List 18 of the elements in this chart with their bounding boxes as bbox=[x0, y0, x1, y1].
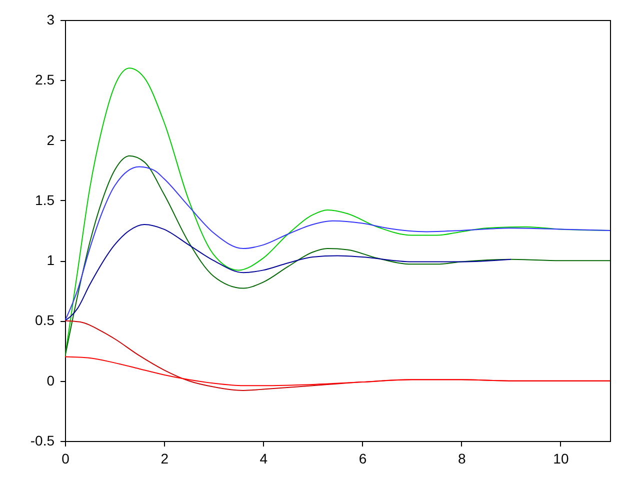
y-tick-label: 3 bbox=[46, 12, 55, 28]
y-tick-label: 1 bbox=[46, 252, 55, 268]
y-tick-label: 2.5 bbox=[35, 72, 55, 88]
y-tick-label: 0 bbox=[46, 372, 55, 388]
x-tick-label: 2 bbox=[160, 450, 169, 466]
x-tick-label: 0 bbox=[62, 450, 70, 466]
y-tick-label: 2 bbox=[46, 132, 55, 148]
line-series bbox=[65, 155, 610, 358]
x-tick-label: 6 bbox=[358, 450, 367, 466]
y-tick-label: 0.5 bbox=[35, 312, 55, 328]
x-tick-label: 8 bbox=[458, 450, 466, 466]
line-series bbox=[65, 224, 512, 322]
line-series bbox=[65, 166, 610, 322]
y-tick-label: 1.5 bbox=[35, 192, 55, 208]
line-series bbox=[65, 356, 610, 386]
y-tick-label: -0.5 bbox=[30, 432, 55, 448]
x-tick-label: 4 bbox=[260, 450, 268, 466]
x-tick-label: 10 bbox=[553, 450, 569, 466]
